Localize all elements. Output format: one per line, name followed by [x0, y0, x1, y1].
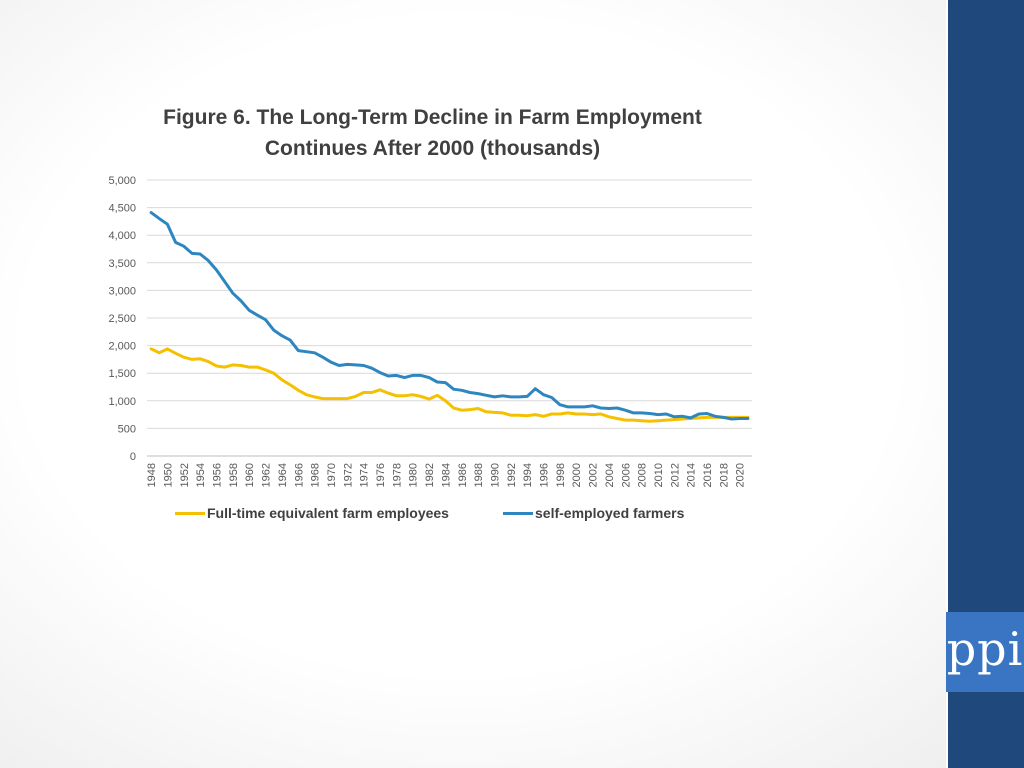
x-tick-label: 1998 [555, 463, 567, 487]
x-tick-label: 1988 [473, 463, 485, 487]
series-line-employees [149, 347, 750, 423]
y-tick-label: 1,000 [108, 396, 136, 408]
x-tick-label: 1980 [408, 463, 420, 487]
x-tick-label: 1968 [310, 463, 322, 487]
x-tick-label: 2010 [653, 463, 665, 487]
y-tick-label: 3,000 [108, 285, 136, 297]
legend-label-employees: Full-time equivalent farm employees [207, 505, 449, 521]
x-tick-label: 2012 [669, 463, 681, 487]
y-tick-label: 2,000 [108, 341, 136, 353]
x-tick-label: 2000 [571, 463, 583, 487]
y-tick-label: 4,500 [108, 203, 136, 215]
chart-area: 0 500 1,000 1,500 2,000 2,500 3,000 3,500 4,000 4… [108, 175, 752, 487]
legend-swatch-employees [175, 511, 205, 515]
x-tick-label: 2016 [702, 463, 714, 487]
x-tick-label: 1948 [146, 463, 158, 487]
x-tick-label: 2018 [718, 463, 730, 487]
x-tick-label: 1958 [228, 463, 240, 487]
x-tick-label: 2014 [686, 463, 698, 487]
y-tick-label: 0 [130, 451, 136, 463]
x-tick-label: 1950 [162, 463, 174, 487]
x-tick-label: 1970 [326, 463, 338, 487]
x-tick-label: 2020 [735, 463, 747, 487]
x-tick-label: 2006 [620, 463, 632, 487]
x-tick-label: 2002 [588, 463, 600, 487]
chart-title: Figure 6. The Long-Term Decline in Farm … [163, 106, 702, 160]
x-tick-label: 1974 [359, 463, 371, 487]
x-tick-label: 1984 [440, 463, 452, 487]
x-tick-label: 1982 [424, 463, 436, 487]
x-tick-label: 1966 [293, 463, 305, 487]
ppi-logo: ppi [946, 612, 1024, 692]
x-tick-label: 2008 [637, 463, 649, 487]
x-tick-label: 1978 [391, 463, 403, 487]
legend-swatch-self-employed [503, 511, 533, 515]
y-tick-label: 1,500 [108, 368, 136, 380]
legend-item-employees: Full-time equivalent farm employees [175, 505, 449, 521]
x-tick-label: 2004 [604, 463, 616, 487]
y-tick-label: 4,000 [108, 230, 136, 242]
x-tick-label: 1954 [195, 463, 207, 487]
x-tick-label: 1986 [457, 463, 469, 487]
x-tick-label: 1972 [342, 463, 354, 487]
x-tick-label: 1976 [375, 463, 387, 487]
x-tick-label: 1994 [522, 463, 534, 487]
series-line-self-employed [149, 211, 750, 421]
x-tick-label: 1952 [179, 463, 191, 487]
x-tick-label: 1956 [211, 463, 223, 487]
x-tick-label: 1992 [506, 463, 518, 487]
y-tick-label: 5,000 [108, 175, 136, 187]
y-tick-label: 3,500 [108, 258, 136, 270]
x-tick-label: 1964 [277, 463, 289, 487]
x-tick-label: 1996 [539, 463, 551, 487]
x-tick-label: 1990 [489, 463, 501, 487]
legend-item-self-employed: self-employed farmers [503, 505, 684, 521]
y-tick-label: 500 [118, 423, 136, 435]
ppi-logo-text: ppi [946, 622, 1024, 676]
legend-label-self-employed: self-employed farmers [535, 505, 685, 521]
y-tick-label: 2,500 [108, 313, 136, 325]
x-tick-label: 1960 [244, 463, 256, 487]
x-tick-label: 1962 [261, 463, 273, 487]
